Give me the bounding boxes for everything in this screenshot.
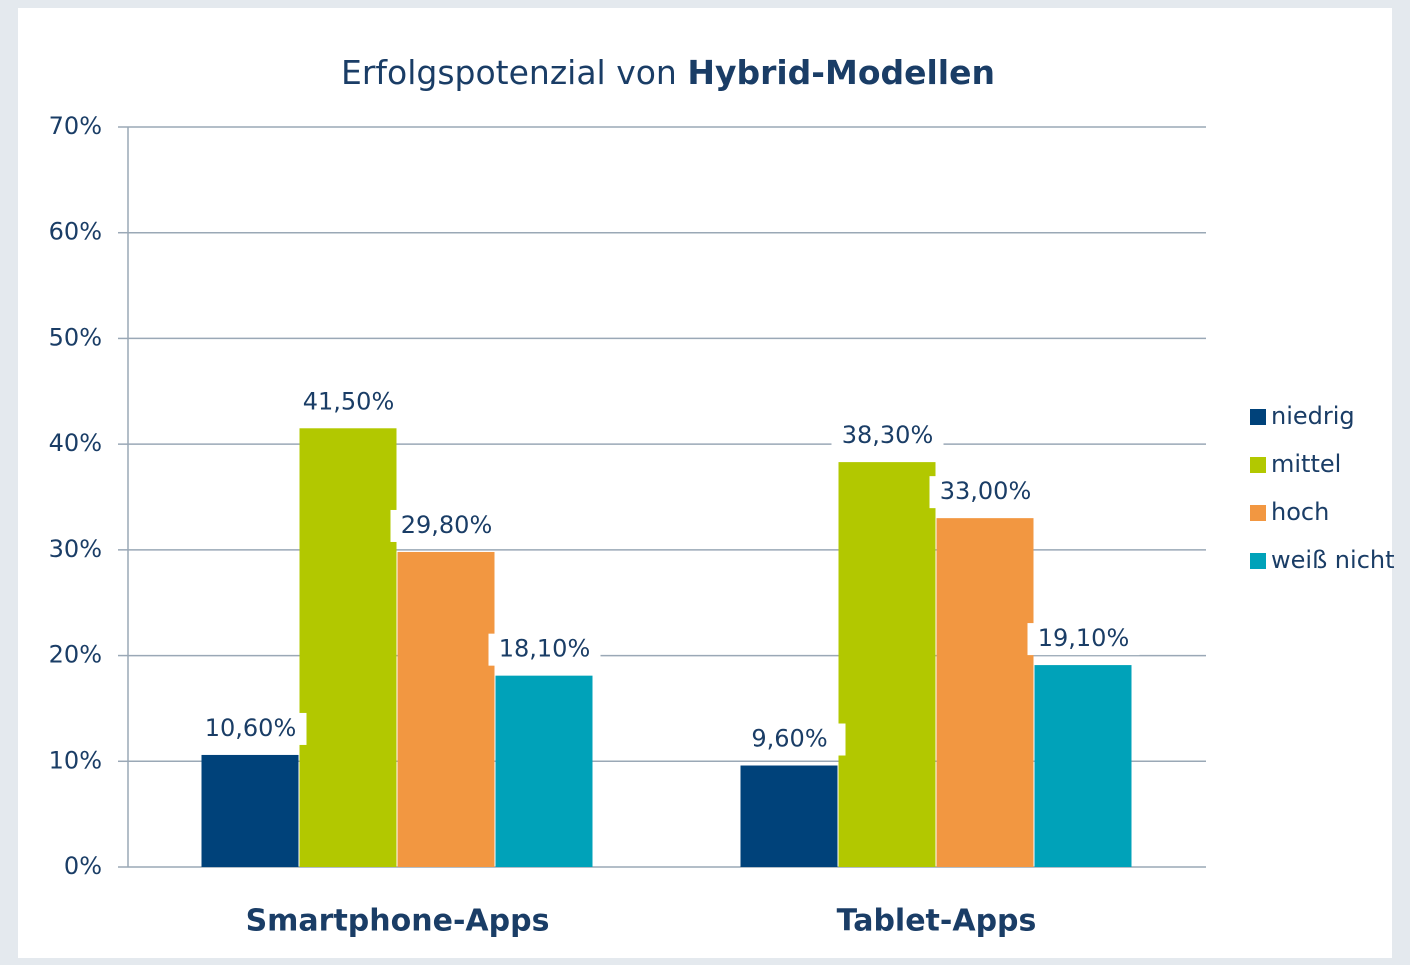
chart-title: Erfolgspotenzial von Hybrid-Modellen	[341, 53, 995, 92]
legend-swatch	[1250, 553, 1266, 569]
y-tick-label: 20%	[49, 641, 102, 669]
legend-swatch	[1250, 409, 1266, 425]
data-label: 19,10%	[1038, 624, 1130, 652]
legend-swatch	[1250, 505, 1266, 521]
y-tick-label: 0%	[64, 852, 102, 880]
data-label: 18,10%	[499, 635, 591, 663]
label-background	[831, 420, 944, 453]
legend-label: niedrig	[1271, 402, 1355, 430]
bar	[299, 428, 397, 867]
label-background	[488, 633, 601, 666]
y-tick-label: 50%	[49, 323, 102, 351]
legend-label: weiß nicht	[1271, 546, 1395, 574]
bar	[838, 462, 936, 867]
title-part: Erfolgspotenzial von	[341, 53, 687, 92]
label-background	[390, 509, 503, 542]
bar	[495, 675, 593, 867]
x-tick-label: Tablet-Apps	[837, 904, 1037, 939]
y-tick-label: 10%	[49, 746, 102, 774]
data-label: 33,00%	[940, 477, 1032, 505]
label-background	[1027, 623, 1140, 656]
label-background	[929, 476, 1042, 509]
bar	[1034, 665, 1132, 867]
bar	[740, 765, 838, 867]
legend-swatch	[1250, 457, 1266, 473]
y-tick-label: 70%	[49, 112, 102, 140]
bar	[936, 518, 1034, 867]
data-label: 29,80%	[401, 511, 493, 539]
legend-label: mittel	[1271, 450, 1341, 478]
data-label: 41,50%	[303, 387, 395, 415]
bar	[397, 551, 495, 867]
title-part: Hybrid-Modellen	[687, 53, 995, 92]
label-background	[292, 386, 405, 419]
data-label: 38,30%	[842, 421, 934, 449]
data-label: 9,60%	[751, 725, 827, 753]
x-tick-label: Smartphone-Apps	[246, 904, 550, 939]
label-background	[194, 712, 307, 745]
y-tick-label: 40%	[49, 429, 102, 457]
y-tick-label: 30%	[49, 535, 102, 563]
label-background	[733, 723, 846, 756]
y-tick-label: 60%	[49, 218, 102, 246]
bar	[201, 754, 299, 867]
legend-label: hoch	[1271, 498, 1329, 526]
data-label: 10,60%	[205, 714, 297, 742]
